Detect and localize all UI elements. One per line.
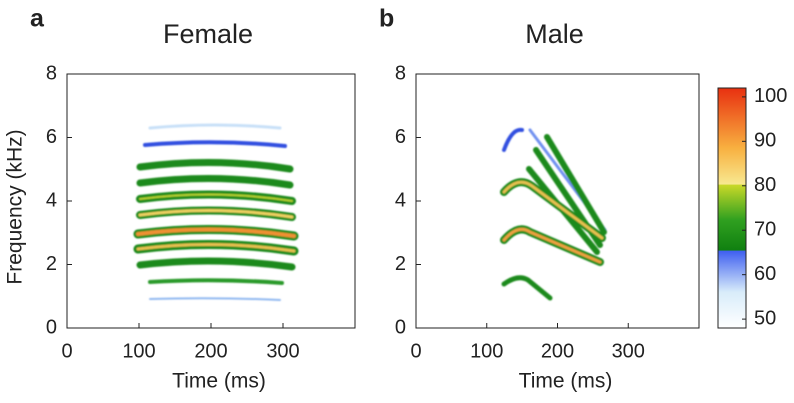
- x-tick-label: 200: [541, 340, 574, 362]
- chart-title: Female: [163, 19, 253, 49]
- panel-label: b: [379, 5, 394, 33]
- y-tick-label: 2: [395, 253, 406, 275]
- x-tick-label: 300: [266, 340, 299, 362]
- colorbar-tick-label: 90: [754, 130, 776, 152]
- x-tick-label: 200: [194, 340, 227, 362]
- y-tick-label: 0: [46, 316, 57, 338]
- colorbar: [717, 87, 747, 329]
- y-tick-label: 4: [46, 189, 57, 211]
- chart-title: Male: [525, 19, 584, 49]
- colorbar-tick-label: 80: [754, 174, 776, 196]
- x-tick-label: 100: [122, 340, 155, 362]
- panel-label: a: [30, 5, 45, 33]
- female-spectrogram: [133, 123, 299, 301]
- y-tick-label: 8: [46, 62, 57, 84]
- y-tick-label: 2: [46, 253, 57, 275]
- x-axis-label: Time (ms): [519, 370, 613, 393]
- x-tick-label: 100: [470, 340, 503, 362]
- y-tick-label: 8: [395, 62, 406, 84]
- colorbar-tick-label: 100: [754, 85, 787, 107]
- x-tick-label: 300: [612, 340, 645, 362]
- male-spectrogram: [500, 127, 607, 301]
- y-tick-label: 6: [395, 126, 406, 148]
- y-axis-label: Frequency (kHz): [4, 129, 27, 284]
- colorbar-tick-label: 50: [754, 307, 776, 329]
- colorbar-tick-label: 70: [754, 219, 776, 241]
- x-tick-label: 0: [61, 340, 72, 362]
- colorbar-tick-label: 60: [754, 263, 776, 285]
- x-axis-label: Time (ms): [172, 370, 266, 393]
- plot-frame: [66, 73, 356, 329]
- y-tick-label: 6: [46, 126, 57, 148]
- y-tick-label: 0: [395, 316, 406, 338]
- y-tick-label: 4: [395, 189, 406, 211]
- x-tick-label: 0: [410, 340, 421, 362]
